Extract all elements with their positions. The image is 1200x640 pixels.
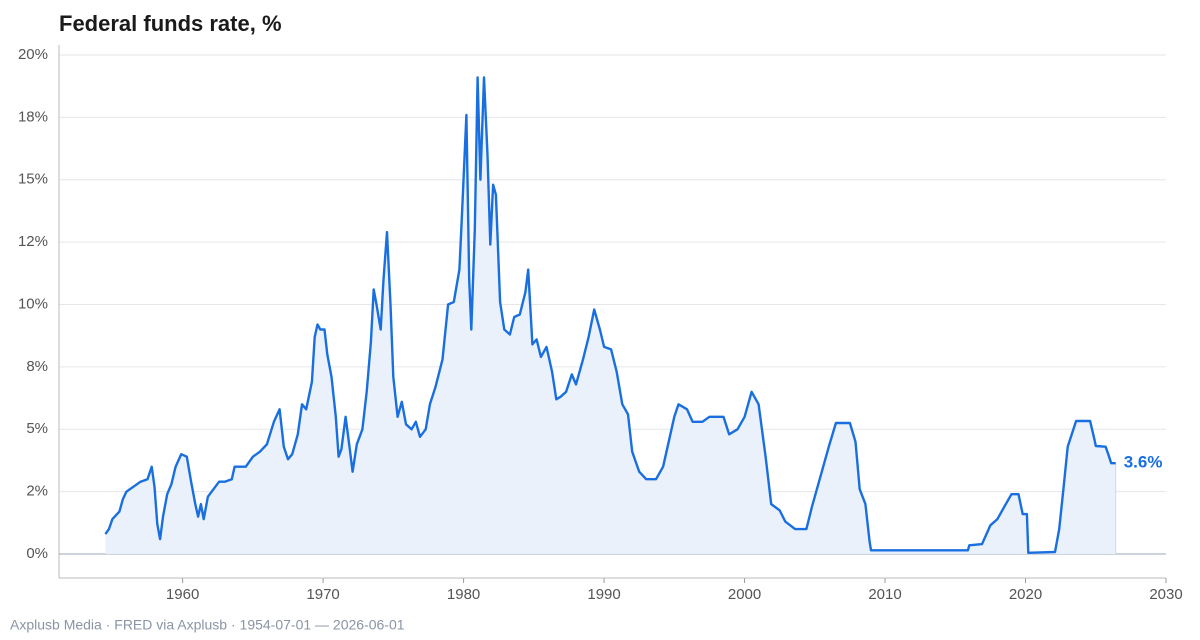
y-tick-label: 2% <box>26 483 48 500</box>
y-tick-label: 8% <box>26 358 48 375</box>
last-value-label: 3.6% <box>1124 453 1163 472</box>
x-tick-label: 1990 <box>587 586 620 603</box>
y-tick-label: 10% <box>18 295 48 312</box>
x-tick-label: 2030 <box>1149 586 1182 603</box>
x-tick-label: 1970 <box>306 586 339 603</box>
x-tick-label: 2000 <box>728 586 761 603</box>
x-tick-label: 1960 <box>166 586 199 603</box>
x-tick-label: 1980 <box>447 586 480 603</box>
chart-title: Federal funds rate, % <box>59 11 282 36</box>
y-tick-label: 0% <box>26 545 48 562</box>
y-tick-label: 5% <box>26 420 48 437</box>
x-tick-label: 2020 <box>1009 586 1042 603</box>
line <box>104 76 1116 554</box>
area <box>105 77 1116 555</box>
y-tick-label: 12% <box>18 233 48 250</box>
y-tick-label: 20% <box>18 46 48 63</box>
x-tick-label: 2010 <box>868 586 901 603</box>
y-tick-label: 15% <box>18 171 48 188</box>
source-note: Axplusb Media · FRED via Axplusb · 1954-… <box>10 617 405 633</box>
y-tick-label: 18% <box>18 108 48 125</box>
